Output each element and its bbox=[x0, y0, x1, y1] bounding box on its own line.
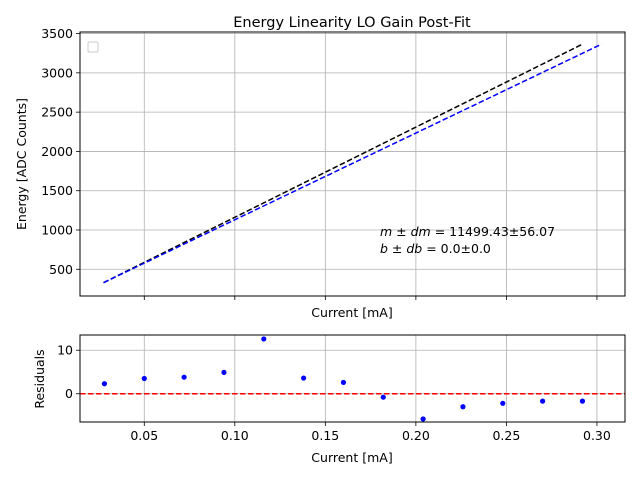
residual-point bbox=[101, 381, 108, 387]
residual-point bbox=[221, 369, 227, 376]
blue-fit-line bbox=[103, 43, 602, 284]
residual-point bbox=[540, 398, 546, 404]
residual-point bbox=[141, 375, 147, 382]
top-y-tick-label: 1500 bbox=[41, 183, 73, 198]
residual-point bbox=[500, 400, 506, 406]
bottom-x-axis-label: Current [mA] bbox=[311, 450, 392, 465]
residual-point bbox=[340, 379, 347, 386]
bottom-y-ticks: 0 10 bbox=[57, 343, 80, 401]
residual-point bbox=[181, 374, 187, 380]
bottom-y-tick-label: 0 bbox=[65, 386, 73, 401]
slope-annotation: m ± dm = 11499.43±56.07 bbox=[380, 224, 555, 239]
top-x-axis-label: Current [mA] bbox=[311, 305, 392, 320]
bottom-y-axis-label: Residuals bbox=[32, 349, 47, 408]
top-y-tick-label: 3000 bbox=[41, 65, 73, 80]
bottom-y-tick-label: 10 bbox=[57, 343, 73, 358]
residual-point bbox=[301, 375, 307, 381]
black-fit-line bbox=[103, 43, 583, 284]
bottom-x-tick-label: 0.10 bbox=[221, 428, 249, 443]
bottom-x-tick-label: 0.20 bbox=[402, 428, 430, 443]
bottom-x-ticks: 0.05 0.10 0.15 0.20 0.25 0.30 bbox=[130, 422, 611, 443]
residual-point bbox=[460, 404, 466, 410]
residual-point bbox=[380, 394, 386, 400]
residual-point bbox=[261, 336, 267, 342]
intercept-annotation: b ± db = 0.0±0.0 bbox=[380, 241, 491, 256]
top-y-tick-label: 3500 bbox=[41, 26, 73, 41]
bottom-x-tick-label: 0.05 bbox=[130, 428, 158, 443]
top-y-axis-label: Energy [ADC Counts] bbox=[14, 98, 29, 230]
top-plot-frame bbox=[79, 31, 626, 297]
bottom-x-tick-label: 0.30 bbox=[583, 428, 611, 443]
top-y-tick-label: 2500 bbox=[41, 105, 73, 120]
residual-point bbox=[579, 398, 586, 404]
legend-box[interactable] bbox=[87, 41, 99, 53]
top-y-tick-label: 500 bbox=[49, 262, 73, 277]
bottom-series bbox=[80, 336, 625, 422]
residuals-chart: 0 10 0.05 0.10 0.15 0.20 0.25 0.30 Current [mA… bbox=[32, 334, 626, 465]
bottom-plot-frame bbox=[79, 334, 626, 423]
top-grid bbox=[80, 32, 625, 296]
top-y-ticks: 500 1000 1500 2000 2500 3000 3500 bbox=[41, 26, 80, 277]
chart-title: Energy Linearity LO Gain Post-Fit bbox=[233, 15, 471, 31]
top-series bbox=[103, 43, 602, 284]
top-y-tick-label: 2000 bbox=[41, 144, 73, 159]
top-x-ticks bbox=[143, 296, 598, 300]
slope-value: = 11499.43±56.07 bbox=[431, 224, 555, 239]
top-y-tick-label: 1000 bbox=[41, 223, 73, 238]
intercept-value: = 0.0±0.0 bbox=[422, 241, 491, 256]
energy-linearity-chart: Energy Linearity LO Gain Post-Fit 500 100… bbox=[14, 15, 626, 320]
bottom-x-tick-label: 0.25 bbox=[492, 428, 520, 443]
bottom-x-tick-label: 0.15 bbox=[311, 428, 339, 443]
residual-point bbox=[420, 416, 426, 422]
